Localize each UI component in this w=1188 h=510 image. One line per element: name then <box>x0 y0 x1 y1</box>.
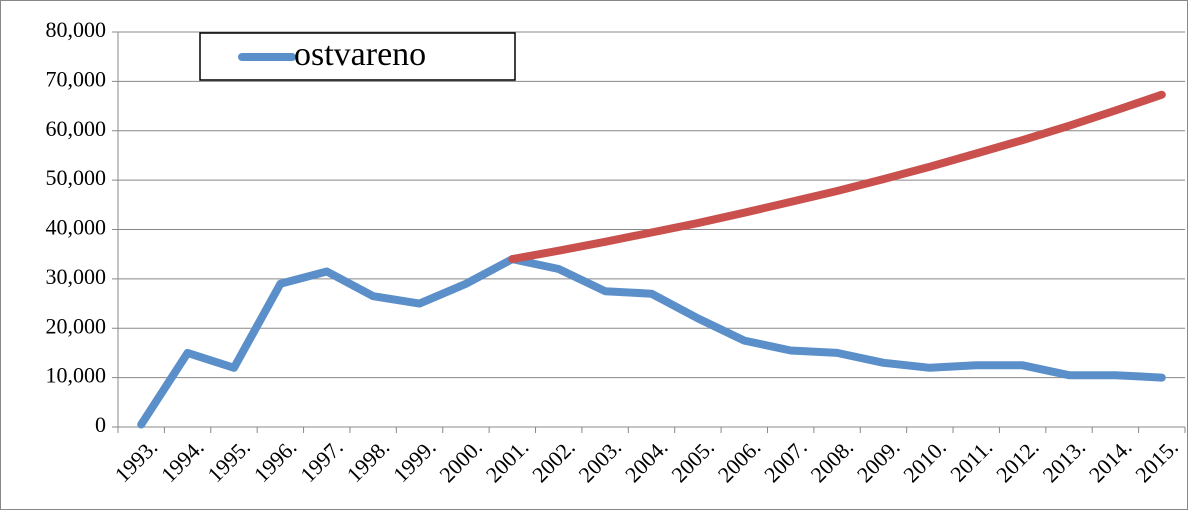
y-tick-label: 0 <box>95 412 106 437</box>
y-tick-label: 50,000 <box>46 165 107 190</box>
y-tick-label: 10,000 <box>46 363 107 388</box>
y-tick-label: 30,000 <box>46 264 107 289</box>
y-tick-label: 80,000 <box>46 17 107 42</box>
data-line <box>137 255 1166 429</box>
y-tick-label: 20,000 <box>46 313 107 338</box>
y-tick-label: 70,000 <box>46 66 107 91</box>
data-line <box>508 90 1166 264</box>
legend-label: ostvareno <box>294 36 426 73</box>
y-tick-label: 60,000 <box>46 116 107 141</box>
y-tick-label: 40,000 <box>46 215 107 240</box>
